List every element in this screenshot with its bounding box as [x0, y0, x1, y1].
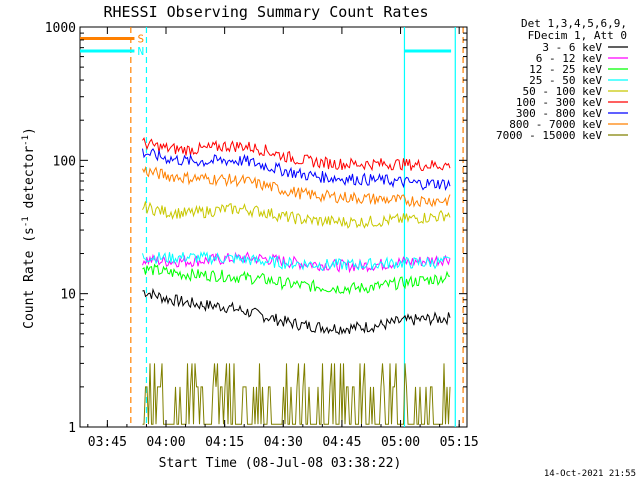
x-tick-label: 04:00 — [146, 435, 185, 450]
y-tick-label: 1 — [68, 421, 76, 436]
series-line-5 — [142, 137, 451, 172]
legend-entry-label: 25 - 50 keV — [529, 74, 602, 87]
series-line-2 — [142, 263, 451, 296]
interval-bar-label: N — [137, 45, 144, 58]
series-line-0 — [142, 287, 451, 336]
legend: Det 1,3,4,5,6,9,FDecim 1, Att 03 - 6 keV… — [496, 17, 628, 142]
legend-header-line: FDecim 1, Att 0 — [528, 29, 627, 42]
series-line-7 — [142, 165, 451, 208]
legend-entry-label: 7000 - 15000 keV — [496, 129, 602, 142]
legend-entry-label: 100 - 300 keV — [516, 96, 602, 109]
legend-entry-label: 12 - 25 keV — [529, 63, 602, 76]
legend-entry-label: 3 - 6 keV — [542, 41, 602, 54]
x-tick-label: 04:45 — [322, 435, 361, 450]
legend-header-line: Det 1,3,4,5,6,9, — [521, 17, 627, 30]
y-tick-label: 10 — [60, 288, 76, 303]
y-tick-label: 100 — [53, 154, 76, 169]
legend-entry-label: 300 - 800 keV — [516, 107, 602, 120]
footer-timestamp: 14-Oct-2021 21:55 — [544, 469, 636, 479]
legend-entry-label: 50 - 100 keV — [523, 85, 603, 98]
interval-bar-label: S — [137, 32, 144, 45]
y-tick-label: 1000 — [45, 21, 76, 36]
plot-frame — [79, 26, 468, 428]
y-axis-label: Count Rate (s-1 detector-1) — [21, 127, 37, 329]
x-tick-label: 03:45 — [88, 435, 127, 450]
series-line-3 — [142, 250, 451, 272]
series-line-6 — [142, 148, 451, 191]
legend-entry-label: 800 - 7000 keV — [509, 118, 602, 131]
chart-title: RHESSI Observing Summary Count Rates — [103, 3, 428, 21]
x-tick-label: 04:15 — [205, 435, 244, 450]
x-tick-label: 04:30 — [264, 435, 303, 450]
series-line-4 — [142, 201, 451, 229]
series-line-8 — [142, 363, 451, 425]
legend-entry-label: 6 - 12 keV — [536, 52, 603, 65]
x-tick-label: 05:15 — [440, 435, 479, 450]
x-tick-label: 05:00 — [381, 435, 420, 450]
x-axis-label: Start Time (08-Jul-08 03:38:22) — [159, 456, 402, 471]
series-line-1 — [142, 251, 451, 274]
